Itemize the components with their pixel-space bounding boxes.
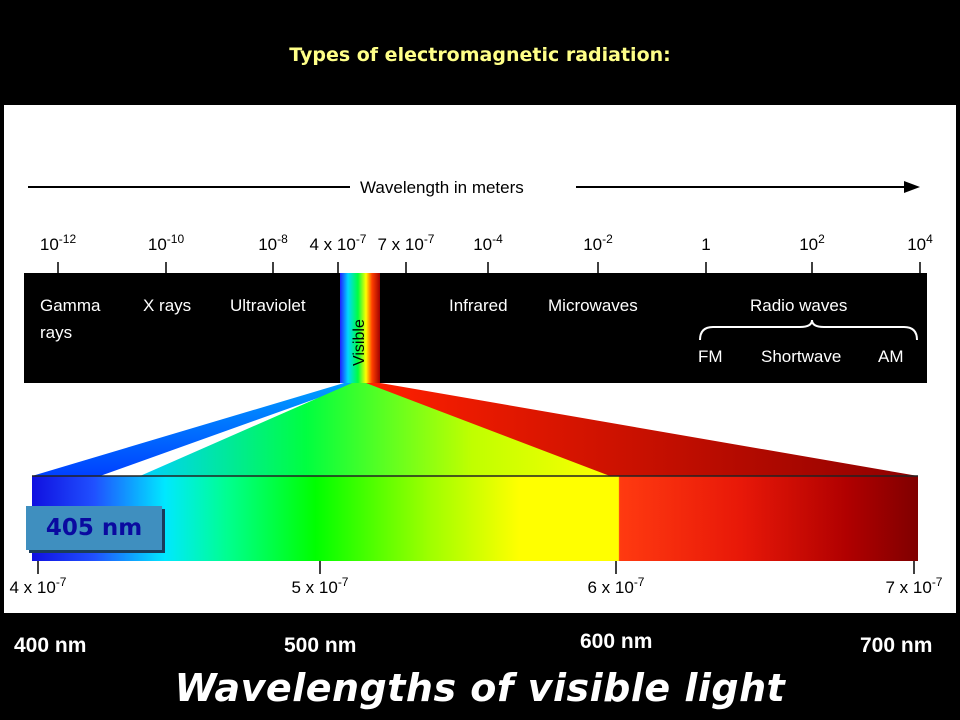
bottom-tick-label-2: 6 x 10-7	[588, 575, 645, 597]
fan-mid	[140, 383, 615, 476]
top-tick-label-3: 4 x 10-7	[310, 232, 367, 254]
region-radio-label: Radio waves	[750, 296, 847, 315]
top-tick-labels: 10-12 10-10 10-8 4 x 10-7 7 x 10-7 10-4 10-2 1 1…	[40, 232, 933, 273]
top-tick-label-0: 10-12	[40, 232, 77, 254]
fan-red	[366, 383, 918, 476]
top-tick-label-9: 104	[907, 232, 933, 254]
top-tick-label-4: 7 x 10-7	[378, 232, 435, 254]
bottom-tick-labels: 4 x 10-7 5 x 10-7 6 x 10-7 7 x 10-7	[10, 561, 943, 597]
nm-label-700: 700 nm	[860, 634, 933, 657]
region-am-label: AM	[878, 347, 904, 366]
radio-brace	[699, 319, 918, 341]
region-fm-label: FM	[698, 347, 723, 366]
region-gamma-label-1: Gamma	[40, 296, 101, 315]
region-gamma-label-2: rays	[40, 323, 72, 342]
visible-strip	[340, 273, 380, 383]
top-tick-label-1: 10-10	[148, 232, 185, 254]
axis-title: Wavelength in meters	[360, 178, 524, 197]
slide-heading: Types of electromagnetic radiation:	[289, 44, 671, 66]
top-tick-label-2: 10-8	[258, 232, 288, 254]
top-tick-label-8: 102	[799, 232, 825, 254]
top-tick-label-5: 10-4	[473, 232, 503, 254]
axis-arrowhead-icon	[904, 181, 920, 193]
region-microwaves-label: Microwaves	[548, 296, 638, 315]
region-infrared-label: Infrared	[449, 296, 508, 315]
region-ultraviolet-label: Ultraviolet	[230, 296, 306, 315]
slide-caption: Wavelengths of visible light	[174, 666, 786, 710]
region-xrays-label: X rays	[143, 296, 191, 315]
highlight-label: 405 nm	[45, 515, 143, 541]
top-tick-label-6: 10-2	[583, 232, 613, 254]
nm-label-600: 600 nm	[580, 630, 653, 653]
bottom-tick-label-3: 7 x 10-7	[886, 575, 943, 597]
highlight-box	[26, 506, 162, 550]
top-tick-label-7: 1	[701, 235, 710, 254]
region-shortwave-label: Shortwave	[761, 347, 841, 366]
region-visible-label: Visible	[351, 319, 368, 366]
nm-label-500: 500 nm	[284, 634, 357, 657]
fan-blue	[32, 383, 360, 476]
visible-spectrum-bar	[32, 476, 918, 561]
bottom-tick-label-0: 4 x 10-7	[10, 575, 67, 597]
nm-label-400: 400 nm	[14, 634, 87, 657]
bottom-tick-label-1: 5 x 10-7	[292, 575, 349, 597]
